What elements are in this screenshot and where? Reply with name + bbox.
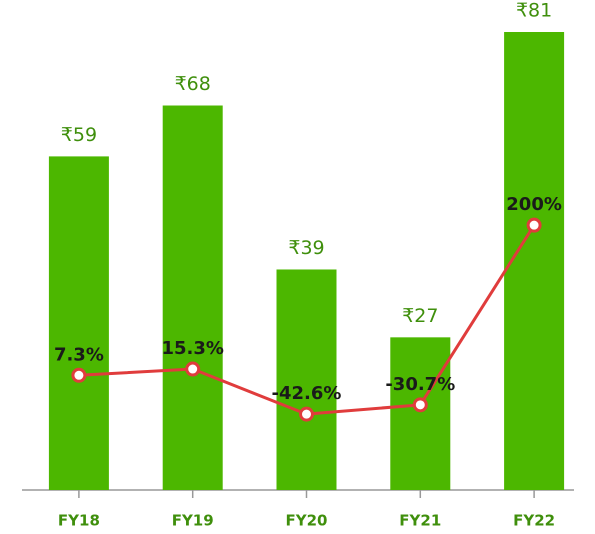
bar — [504, 32, 565, 490]
growth-marker — [299, 406, 314, 422]
growth-label: -42.6% — [272, 383, 342, 404]
x-tick-label: FY21 — [399, 512, 441, 530]
growth-label: -30.7% — [385, 374, 455, 395]
x-tick-label: FY18 — [58, 512, 100, 530]
bar-value-label: ₹81 — [516, 0, 552, 22]
x-tick-label: FY20 — [286, 512, 328, 530]
bar — [276, 269, 337, 490]
bar-value-label: ₹59 — [61, 124, 97, 146]
growth-marker — [526, 217, 542, 233]
x-tick-label: FY22 — [513, 512, 555, 530]
growth-label: 200% — [506, 194, 562, 215]
bar — [162, 105, 223, 491]
growth-label: 15.3% — [161, 338, 223, 359]
bar — [48, 156, 109, 490]
growth-marker — [185, 361, 201, 377]
growth-marker — [412, 397, 428, 413]
bar-value-label: ₹68 — [175, 73, 211, 95]
bar-value-label: ₹39 — [288, 237, 324, 259]
bar — [390, 337, 451, 490]
growth-marker — [71, 367, 87, 383]
bar-value-label: ₹27 — [402, 305, 438, 327]
x-tick-label: FY19 — [172, 512, 214, 530]
growth-label: 7.3% — [54, 344, 104, 365]
